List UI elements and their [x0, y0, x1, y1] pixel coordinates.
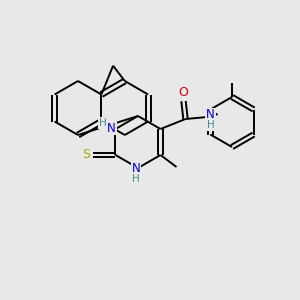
Text: H: H — [99, 118, 106, 128]
Text: H: H — [207, 120, 214, 130]
Text: N: N — [206, 109, 215, 122]
Text: N: N — [132, 163, 140, 176]
Text: H: H — [132, 174, 140, 184]
Text: S: S — [82, 148, 91, 161]
Text: N: N — [107, 122, 116, 134]
Text: O: O — [178, 86, 188, 100]
